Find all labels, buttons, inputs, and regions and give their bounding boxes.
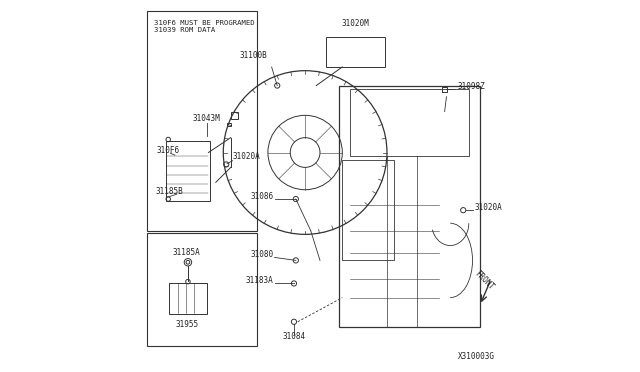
Text: 31020A: 31020A <box>474 203 502 212</box>
Text: 31086: 31086 <box>250 192 273 201</box>
Text: 31080: 31080 <box>250 250 273 259</box>
Text: 31020M: 31020M <box>342 19 369 28</box>
Bar <box>147 232 257 346</box>
Bar <box>166 141 211 201</box>
Text: 31185B: 31185B <box>156 187 183 196</box>
Bar <box>326 37 385 67</box>
Text: 31043M: 31043M <box>193 114 220 123</box>
Bar <box>147 11 257 231</box>
Text: 31100B: 31100B <box>239 51 267 60</box>
Bar <box>231 112 238 119</box>
Bar <box>349 89 468 156</box>
Bar <box>339 86 480 327</box>
Text: 31185A: 31185A <box>172 248 200 257</box>
Text: 31183A: 31183A <box>246 276 273 285</box>
Bar <box>342 160 394 260</box>
Text: 310F6 MUST BE PROGRAMED
31039 ROM DATA: 310F6 MUST BE PROGRAMED 31039 ROM DATA <box>154 20 255 33</box>
Text: FRONT: FRONT <box>472 269 495 292</box>
Bar <box>227 123 231 126</box>
Bar <box>442 87 447 92</box>
Text: 31955: 31955 <box>175 320 199 329</box>
Text: 31084: 31084 <box>282 331 305 340</box>
Text: X310003G: X310003G <box>458 352 495 361</box>
Text: 31098Z: 31098Z <box>458 82 485 91</box>
Bar <box>170 283 207 314</box>
Text: 31020A: 31020A <box>232 152 260 161</box>
Text: 310F6: 310F6 <box>156 146 179 155</box>
